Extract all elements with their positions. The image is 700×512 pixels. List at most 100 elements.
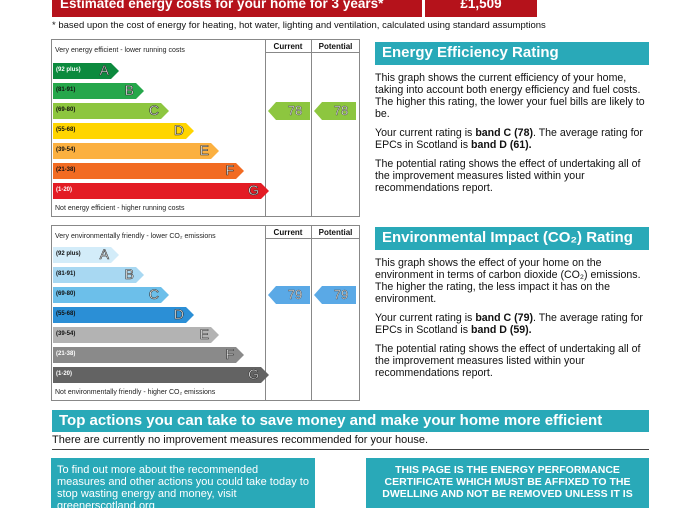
band-range-label: (21-38) bbox=[56, 351, 76, 357]
chart-top-label: Very energy efficient - lower running co… bbox=[55, 47, 185, 54]
band-a: (92 plus) A bbox=[53, 246, 119, 263]
band-range-label: (55-68) bbox=[56, 311, 76, 317]
band-g: (1-20) G bbox=[53, 182, 269, 199]
band-range-label: (69-80) bbox=[56, 107, 76, 113]
band-e: (39-54) E bbox=[53, 142, 219, 159]
energy-efficiency-heading: Energy Efficiency Rating bbox=[375, 42, 649, 65]
eer-current-band: band C (78) bbox=[475, 127, 533, 139]
greener-scotland-text: To find out more about the recommended m… bbox=[57, 464, 309, 512]
energy-efficiency-description: This graph shows the current efficiency … bbox=[375, 72, 647, 194]
band-arrow-tip bbox=[136, 267, 144, 283]
energy-efficiency-chart: Current Potential Very energy efficient … bbox=[51, 39, 360, 217]
certificate-notice-box: THIS PAGE IS THE ENERGY PERFORMANCE CERT… bbox=[366, 458, 649, 508]
footnote: * based upon the cost of energy for heat… bbox=[52, 20, 546, 31]
potential-rating-arrow: 79 bbox=[314, 286, 356, 304]
cost-bar-divider bbox=[422, 0, 425, 17]
current-rating-value: 79 bbox=[287, 287, 303, 303]
chart-header-rule bbox=[265, 52, 359, 53]
current-rating-value: 78 bbox=[287, 103, 303, 119]
band-d: (55-68) D bbox=[53, 306, 194, 323]
band-f: (21-38) F bbox=[53, 346, 244, 363]
cost-bar-value: £1,509 bbox=[460, 0, 502, 11]
band-range-label: (21-38) bbox=[56, 167, 76, 173]
band-b: (81-91) B bbox=[53, 266, 144, 283]
band-arrow-tip bbox=[211, 143, 219, 159]
eir-average-prefix: . The average rating for EPCs in Scotlan… bbox=[375, 312, 643, 336]
environmental-impact-description: This graph shows the effect of your home… bbox=[375, 257, 647, 379]
band-arrow-tip bbox=[161, 287, 169, 303]
arrow-head bbox=[268, 286, 276, 304]
arrow-body bbox=[276, 286, 310, 304]
band-range-label: (81-91) bbox=[56, 271, 76, 277]
band-letter: G bbox=[248, 366, 259, 383]
potential-rating-value: 78 bbox=[333, 103, 349, 119]
arrow-head bbox=[268, 102, 276, 120]
band-range-label: (1-20) bbox=[56, 371, 73, 377]
band-letter: G bbox=[248, 182, 259, 199]
band-letter: E bbox=[199, 326, 209, 343]
arrow-body bbox=[322, 102, 356, 120]
band-letter: B bbox=[124, 266, 134, 283]
top-actions-heading: Top actions you can take to save money a… bbox=[52, 410, 649, 432]
band-letter: A bbox=[99, 62, 109, 79]
eer-paragraph-1: This graph shows the current efficiency … bbox=[375, 72, 645, 120]
band-arrow-tip bbox=[111, 63, 119, 79]
potential-column-header: Potential bbox=[318, 42, 353, 51]
band-letter: C bbox=[148, 286, 160, 303]
band-letter: A bbox=[99, 246, 109, 263]
band-c: (69-80) C bbox=[53, 102, 169, 119]
environmental-impact-chart: Current Potential Very environmentally f… bbox=[51, 225, 360, 401]
chart-divider bbox=[311, 40, 312, 216]
band-letter: B bbox=[124, 82, 134, 99]
current-rating-arrow: 79 bbox=[268, 286, 310, 304]
band-letter: C bbox=[148, 102, 160, 119]
band-arrow-tip bbox=[111, 247, 119, 263]
chart-divider bbox=[265, 226, 266, 400]
band-b: (81-91) B bbox=[53, 82, 144, 99]
band-range-label: (92 plus) bbox=[56, 67, 81, 73]
band-arrow-tip bbox=[186, 307, 194, 323]
eir-current-prefix: Your current rating is bbox=[375, 312, 476, 324]
band-range-label: (1-20) bbox=[56, 187, 73, 193]
chart-top-label: Very environmentally friendly - lower CO… bbox=[55, 233, 216, 240]
band-c: (69-80) C bbox=[53, 286, 169, 303]
chart-bottom-label: Not environmentally friendly - higher CO… bbox=[55, 389, 216, 396]
eir-current-band: band C (79) bbox=[475, 312, 533, 324]
band-range-label: (69-80) bbox=[56, 291, 76, 297]
band-arrow-tip bbox=[261, 367, 269, 383]
band-arrow-tip bbox=[211, 327, 219, 343]
divider-line bbox=[52, 449, 649, 450]
band-e: (39-54) E bbox=[53, 326, 219, 343]
eir-average-band: band D (59). bbox=[470, 324, 532, 336]
eer-paragraph-2: Your current rating is band C (78). The … bbox=[375, 127, 647, 151]
potential-rating-arrow: 78 bbox=[314, 102, 356, 120]
band-a: (92 plus) A bbox=[53, 62, 119, 79]
band-letter: F bbox=[225, 162, 234, 179]
eer-current-prefix: Your current rating is bbox=[375, 127, 476, 139]
band-arrow-tip bbox=[186, 123, 194, 139]
arrow-body bbox=[322, 286, 356, 304]
eer-average-prefix: . The average rating for EPCs in Scotlan… bbox=[375, 127, 643, 151]
chart-header-rule bbox=[265, 238, 359, 239]
potential-column-header: Potential bbox=[318, 228, 353, 237]
band-arrow-tip bbox=[236, 163, 244, 179]
band-range-label: (55-68) bbox=[56, 127, 76, 133]
band-letter: D bbox=[173, 122, 185, 139]
band-range-label: (39-54) bbox=[56, 147, 76, 153]
band-range-label: (81-91) bbox=[56, 87, 76, 93]
chart-divider bbox=[265, 40, 266, 216]
band-letter: D bbox=[173, 306, 185, 323]
eer-average-band: band D (61). bbox=[470, 139, 532, 151]
band-letter: F bbox=[225, 346, 234, 363]
greener-scotland-info-box: To find out more about the recommended m… bbox=[51, 458, 315, 512]
arrow-body bbox=[276, 102, 310, 120]
cost-bar-label: Estimated energy costs for your home for… bbox=[60, 0, 384, 11]
arrow-head bbox=[314, 102, 322, 120]
eer-paragraph-3: The potential rating shows the effect of… bbox=[375, 158, 641, 194]
eir-paragraph-2: Your current rating is band C (79). The … bbox=[375, 312, 647, 336]
no-measures-text: There are currently no improvement measu… bbox=[52, 434, 429, 446]
band-letter: E bbox=[199, 142, 209, 159]
environmental-impact-heading: Environmental Impact (CO₂) Rating bbox=[375, 227, 649, 250]
band-range-label: (92 plus) bbox=[56, 251, 81, 257]
potential-rating-value: 79 bbox=[333, 287, 349, 303]
